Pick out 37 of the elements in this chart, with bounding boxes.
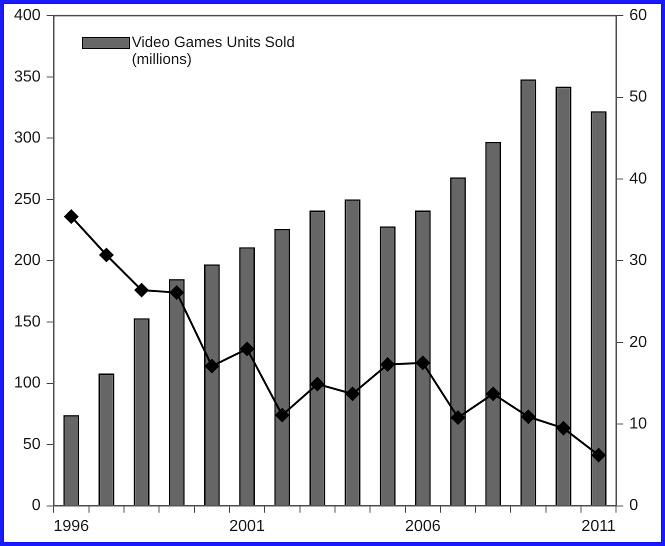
x-tick-label: 1996 [53, 518, 90, 535]
point [204, 359, 219, 374]
x-tick-label: 2006 [405, 518, 441, 535]
y2-tick-label: 50 [629, 88, 648, 106]
point [556, 421, 570, 436]
y2-tick-label: 40 [629, 170, 648, 188]
point [275, 408, 290, 422]
y2-tick-label: 60 [629, 7, 648, 24]
y-tick-label: 50 [22, 436, 41, 453]
y-tick-label: 350 [14, 68, 41, 86]
point [240, 342, 254, 356]
x-tick-label: 2001 [229, 518, 265, 535]
y2-tick-label: 30 [629, 252, 648, 270]
y-tick-label: 0 [32, 497, 41, 514]
point [380, 357, 395, 372]
y2-tick-label: 0 [629, 497, 638, 514]
point [592, 448, 606, 462]
y2-tick-label: 20 [629, 334, 648, 351]
point [416, 356, 430, 370]
y2-tick-label: 10 [629, 416, 648, 433]
point [170, 286, 184, 300]
x-tick-label: 2011 [581, 518, 616, 535]
y-tick-label: 300 [14, 130, 41, 147]
point [451, 410, 465, 425]
point [310, 377, 324, 392]
y-tick-label: 400 [14, 7, 41, 24]
point [99, 248, 114, 262]
point [64, 210, 78, 224]
y-tick-label: 150 [14, 313, 41, 330]
legend-label: Video Games Units Sold (millions) [132, 34, 296, 68]
point [134, 283, 149, 298]
y-tick-label: 200 [14, 252, 41, 270]
y-tick-label: 100 [14, 374, 41, 392]
y-tick-label: 250 [14, 190, 41, 208]
point [521, 410, 536, 424]
point [346, 386, 360, 401]
point [486, 386, 500, 401]
